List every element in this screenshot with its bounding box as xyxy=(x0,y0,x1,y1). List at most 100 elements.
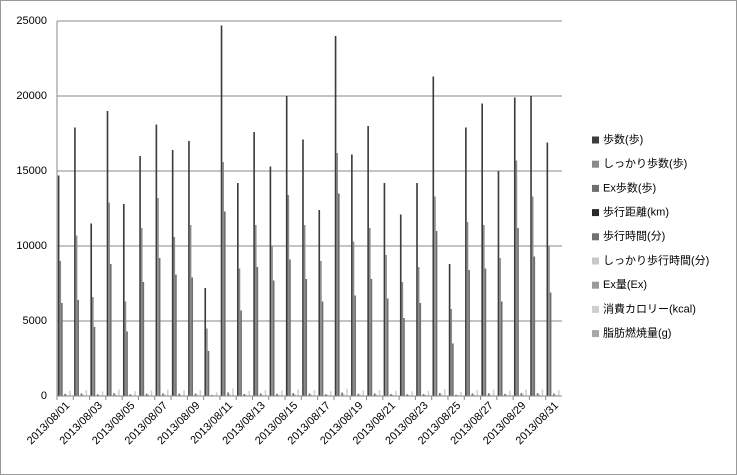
bar xyxy=(175,274,177,396)
bar xyxy=(362,390,365,396)
bar xyxy=(237,183,239,396)
bar xyxy=(513,97,516,396)
bar xyxy=(61,303,63,396)
bar xyxy=(57,175,60,396)
bar xyxy=(189,225,192,396)
bar xyxy=(157,198,159,396)
bar xyxy=(59,261,62,396)
bar xyxy=(487,393,490,396)
bar xyxy=(126,331,128,396)
bar xyxy=(215,392,218,396)
bar xyxy=(443,389,446,396)
bar xyxy=(313,390,316,396)
bar xyxy=(471,393,474,396)
bar xyxy=(504,393,506,396)
bar xyxy=(499,258,501,396)
bar xyxy=(411,391,413,396)
bar xyxy=(90,223,93,396)
bar xyxy=(158,258,161,396)
bar xyxy=(401,282,404,396)
legend-label: 歩行時間(分) xyxy=(603,229,665,243)
bar xyxy=(403,318,405,396)
bar xyxy=(416,183,418,396)
bar xyxy=(553,393,555,396)
bar xyxy=(465,127,467,396)
bar xyxy=(277,394,280,396)
bar xyxy=(308,393,311,396)
bar xyxy=(222,162,224,396)
bar xyxy=(505,394,508,396)
bar xyxy=(183,390,185,396)
bar xyxy=(500,301,503,396)
bar xyxy=(80,393,83,396)
bar xyxy=(294,394,296,396)
bar xyxy=(452,343,454,396)
y-tick-label: 25000 xyxy=(16,15,47,27)
bar xyxy=(406,394,409,396)
bar xyxy=(163,394,166,396)
bar xyxy=(334,36,337,396)
bar xyxy=(422,393,425,396)
bar xyxy=(276,393,278,396)
bar xyxy=(557,390,560,396)
bar xyxy=(253,132,255,396)
legend-swatch xyxy=(592,233,599,241)
bar xyxy=(522,393,524,396)
bar xyxy=(134,391,137,396)
bar xyxy=(525,389,527,396)
bar xyxy=(383,183,386,396)
bar xyxy=(248,390,251,396)
bar xyxy=(395,390,397,396)
bar xyxy=(220,25,223,396)
bar xyxy=(254,225,257,396)
bar xyxy=(473,394,475,396)
bar xyxy=(354,295,356,396)
bar xyxy=(108,202,110,396)
legend-swatch xyxy=(592,209,599,217)
bar xyxy=(74,127,76,396)
bar xyxy=(417,267,420,396)
bar xyxy=(492,389,495,396)
bar xyxy=(460,391,462,396)
bar xyxy=(435,231,438,396)
bar xyxy=(65,394,68,396)
bar xyxy=(271,246,273,396)
legend-label: 脂肪燃焼量(g) xyxy=(603,326,671,340)
bar xyxy=(139,156,141,396)
bar xyxy=(113,393,115,396)
bar xyxy=(482,225,485,396)
bar xyxy=(391,394,394,396)
bar xyxy=(326,394,329,396)
bar xyxy=(439,392,441,396)
bar xyxy=(173,237,176,396)
bar xyxy=(468,270,470,396)
bar xyxy=(466,222,469,396)
bar xyxy=(228,393,231,396)
bar xyxy=(147,394,150,396)
bar xyxy=(554,394,557,396)
bar xyxy=(448,264,451,396)
legend-label: 歩行距離(km) xyxy=(603,205,669,219)
bar xyxy=(124,301,127,396)
bar xyxy=(378,389,381,396)
bar xyxy=(440,394,443,396)
bar xyxy=(227,392,229,396)
bar xyxy=(515,160,518,396)
legend-swatch xyxy=(592,160,599,168)
bar xyxy=(264,390,267,396)
bar xyxy=(204,288,207,396)
bar xyxy=(352,241,355,396)
bar xyxy=(171,150,174,396)
bar xyxy=(517,228,519,396)
bar xyxy=(368,228,371,396)
bar xyxy=(118,389,120,396)
bar xyxy=(489,394,492,396)
bar xyxy=(162,393,164,396)
bar xyxy=(536,393,539,396)
bar xyxy=(357,393,360,396)
bar xyxy=(476,390,479,396)
legend-swatch xyxy=(592,184,599,192)
bar xyxy=(223,211,226,396)
bar xyxy=(142,282,145,396)
bar xyxy=(178,393,180,396)
